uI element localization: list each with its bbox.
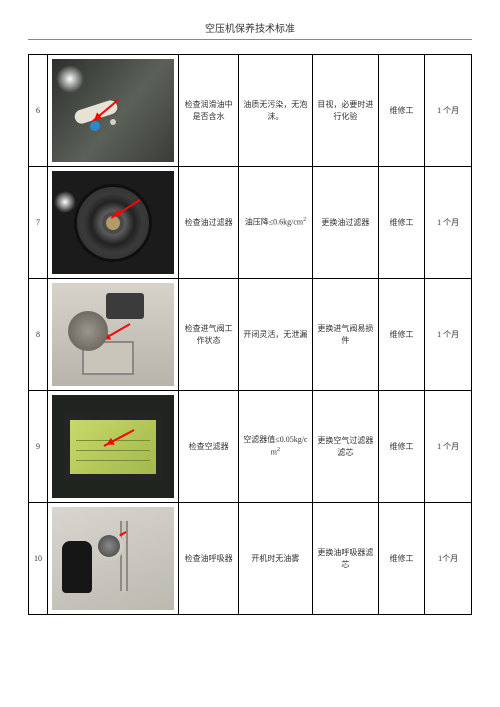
- table-row: 7 检查油过滤器油压降≤0.6kg/cm2更换油过滤器维修工1 个月: [29, 167, 472, 279]
- cycle: 1 个月: [425, 391, 472, 503]
- page-title: 空压机保养技术标准: [28, 20, 472, 40]
- row-number: 7: [29, 167, 48, 279]
- maintenance-table: 6检查润滑油中是否含水油质无污染，无泡沫。目视，必要时进行化验维修工1 个月7检…: [28, 54, 472, 615]
- criteria: 开机时无油雾: [238, 503, 312, 615]
- row-image: [48, 391, 179, 503]
- person: 维修工: [378, 167, 425, 279]
- cycle: 1 个月: [425, 55, 472, 167]
- method: 更换进气阀易损件: [312, 279, 378, 391]
- pointer-arrow-icon: [100, 323, 130, 342]
- criteria: 油压降≤0.6kg/cm2: [238, 167, 312, 279]
- method: 更换油过滤器: [312, 167, 378, 279]
- table-row: 9 检查空滤器空滤器值≤0.05kg/cm2更换空气过滤器滤芯维修工1 个月: [29, 391, 472, 503]
- check-item: 检查空滤器: [179, 391, 238, 503]
- person: 维修工: [378, 391, 425, 503]
- check-item: 检查油过滤器: [179, 167, 238, 279]
- criteria: 空滤器值≤0.05kg/cm2: [238, 391, 312, 503]
- person: 维修工: [378, 55, 425, 167]
- person: 维修工: [378, 279, 425, 391]
- method: 更换油呼吸器滤芯: [312, 503, 378, 615]
- row-number: 9: [29, 391, 48, 503]
- person: 维修工: [378, 503, 425, 615]
- cycle: 1 个月: [425, 279, 472, 391]
- cycle: 1 个月: [425, 167, 472, 279]
- row-number: 8: [29, 279, 48, 391]
- table-row: 8 检查进气阀工作状态开闭灵活，无泄漏更换进气阀易损件维修工1 个月: [29, 279, 472, 391]
- row-image: [48, 503, 179, 615]
- pointer-arrow-icon: [91, 99, 118, 122]
- row-image: [48, 279, 179, 391]
- row-number: 6: [29, 55, 48, 167]
- row-number: 10: [29, 503, 48, 615]
- cycle: 1个月: [425, 503, 472, 615]
- method: 更换空气过滤器滤芯: [312, 391, 378, 503]
- row-image: [48, 55, 179, 167]
- criteria: 油质无污染，无泡沫。: [238, 55, 312, 167]
- check-item: 检查油呼吸器: [179, 503, 238, 615]
- table-row: 6 检查润滑油中是否含水油质无污染，无泡沫。目视，必要时进行化验维修工1 个月: [29, 55, 472, 167]
- table-row: 10 检查油呼吸器开机时无油雾更换油呼吸器滤芯维修工1个月: [29, 503, 472, 615]
- method: 目视，必要时进行化验: [312, 55, 378, 167]
- criteria: 开闭灵活，无泄漏: [238, 279, 312, 391]
- row-image: [48, 167, 179, 279]
- check-item: 检查润滑油中是否含水: [179, 55, 238, 167]
- check-item: 检查进气阀工作状态: [179, 279, 238, 391]
